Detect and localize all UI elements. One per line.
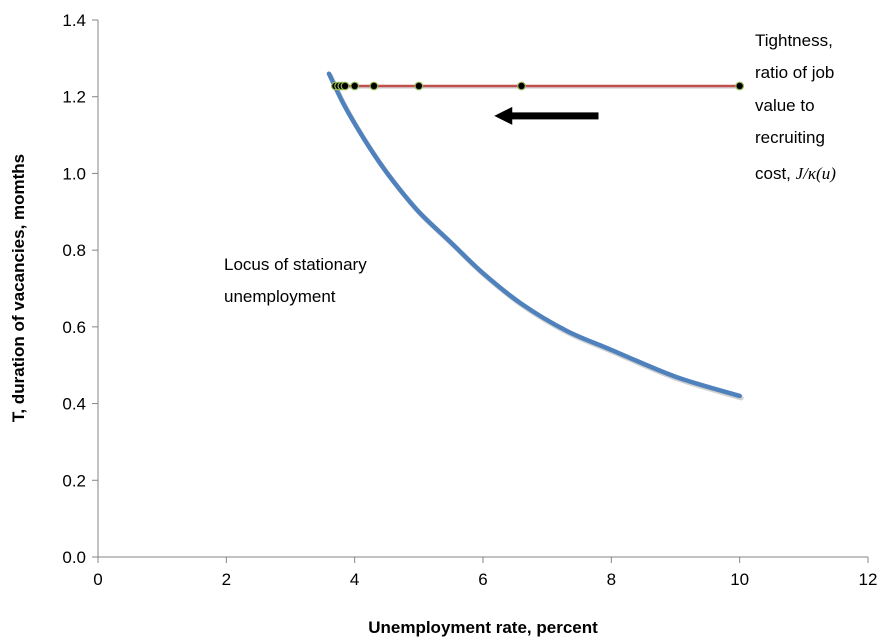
tightness-annotation: Tightness, ratio of job value to recruit… — [755, 31, 836, 183]
y-axis-title: T, duration of vacancies, momths — [9, 154, 28, 422]
x-tick-label: 10 — [730, 570, 749, 589]
tightness-point — [517, 81, 526, 91]
y-tick-label: 0.6 — [62, 318, 86, 337]
tightness-label-line4: recruiting — [755, 128, 825, 147]
y-tick-label: 1.0 — [62, 164, 86, 183]
series-layer — [326, 71, 745, 401]
locus-curve — [326, 71, 742, 399]
tightness-formula: J/κ(u) — [796, 164, 837, 183]
tightness-label-cost: cost, — [755, 164, 796, 183]
y-tick-label: 1.4 — [62, 11, 86, 30]
x-tick-label: 4 — [350, 570, 359, 589]
tightness-label-line1: Tightness, — [755, 31, 833, 50]
tightness-point — [350, 81, 360, 91]
arrow-shaft — [510, 112, 599, 120]
locus-label-line2: unemployment — [224, 287, 336, 306]
tightness-label-line5: cost, J/κ(u) — [755, 164, 836, 183]
y-tick-label: 1.2 — [62, 88, 86, 107]
tightness-point — [735, 81, 745, 91]
tightness-label-line3: value to — [755, 96, 815, 115]
x-ticks: 0 2 4 6 8 10 12 — [93, 557, 877, 589]
locus-annotation: Locus of stationary unemployment — [224, 255, 367, 306]
y-tick-label: 0.0 — [62, 548, 86, 567]
y-tick-label: 0.2 — [62, 471, 86, 490]
x-tick-label: 12 — [859, 570, 878, 589]
x-tick-label: 0 — [93, 570, 102, 589]
plot-area: 0.0 0.2 0.4 0.6 0.8 1.0 1.2 1.4 0 2 4 6 8 10 12 — [62, 11, 877, 589]
locus-label-line1: Locus of stationary — [224, 255, 367, 274]
x-axis-title: Unemployment rate, percent — [368, 618, 598, 637]
x-tick-label: 8 — [607, 570, 616, 589]
y-tick-label: 0.8 — [62, 241, 86, 260]
y-tick-label: 0.4 — [62, 395, 86, 414]
arrow-head — [494, 106, 513, 125]
y-ticks: 0.0 0.2 0.4 0.6 0.8 1.0 1.2 1.4 — [62, 11, 98, 567]
tightness-point — [369, 81, 379, 91]
direction-arrow — [494, 106, 599, 125]
x-tick-label: 2 — [222, 570, 231, 589]
locus-curve-shadow — [328, 73, 744, 401]
tightness-point — [414, 81, 424, 91]
x-tick-label: 6 — [478, 570, 487, 589]
tightness-label-line2: ratio of job — [755, 63, 834, 82]
tightness-point — [340, 81, 350, 91]
